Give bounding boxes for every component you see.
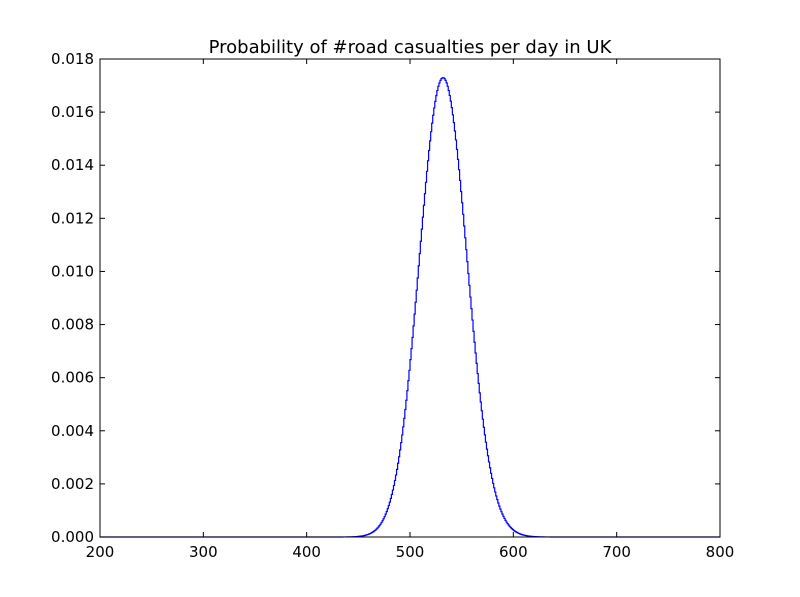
y-tick-label: 0.014 — [51, 156, 94, 174]
x-tick-label: 500 — [396, 543, 425, 561]
y-tick-label: 0.000 — [51, 528, 94, 546]
y-axis: 0.000 0.002 0.004 0.006 0.008 0.010 0.012 0.014… — [51, 50, 720, 546]
y-tick-label: 0.010 — [51, 262, 94, 280]
x-tick-label: 800 — [706, 543, 735, 561]
y-tick-label: 0.002 — [51, 475, 94, 493]
y-tick-label: 0.016 — [51, 103, 94, 121]
x-tick-label: 700 — [602, 543, 631, 561]
axes-frame — [99, 58, 721, 538]
y-tick-label: 0.008 — [51, 316, 94, 334]
chart-title: Probability of #road casualties per day … — [209, 37, 613, 58]
x-tick-label: 300 — [189, 543, 218, 561]
y-tick-label: 0.006 — [51, 369, 94, 387]
x-tick-label: 200 — [86, 543, 115, 561]
plot-area — [99, 58, 721, 538]
x-tick-label: 400 — [292, 543, 321, 561]
y-tick-label: 0.004 — [51, 422, 94, 440]
x-axis: 200 300 400 500 600 700 800 — [86, 59, 735, 561]
y-tick-label: 0.018 — [51, 50, 94, 68]
series-line-0 — [100, 77, 720, 538]
y-tick-label: 0.012 — [51, 209, 94, 227]
x-tick-label: 600 — [499, 543, 528, 561]
